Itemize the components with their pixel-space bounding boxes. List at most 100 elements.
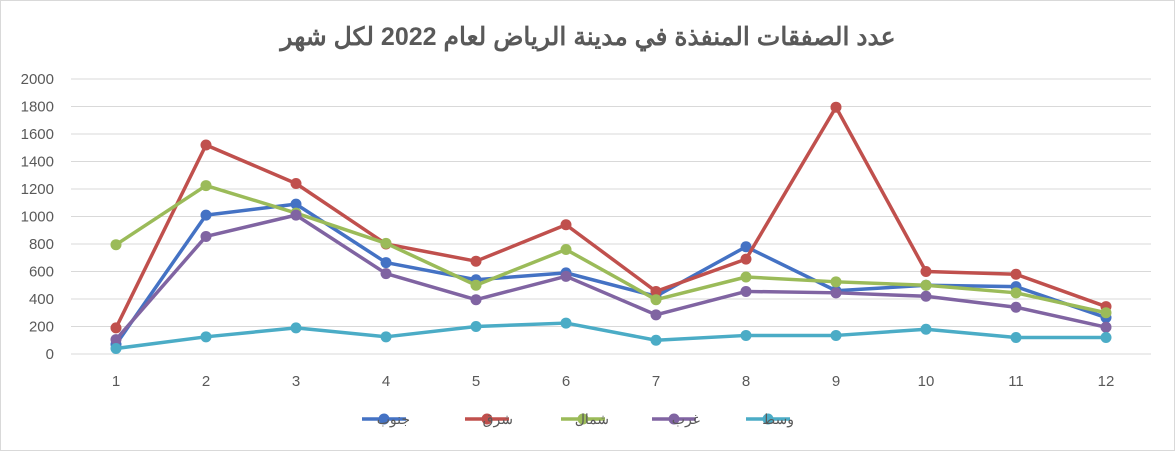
- data-point: [830, 287, 842, 299]
- legend-item: جنوب: [362, 411, 410, 428]
- data-point: [380, 331, 392, 343]
- data-point: [560, 244, 572, 255]
- legend-swatch-marker: [668, 413, 680, 425]
- legend-item: شمال: [561, 411, 609, 427]
- legend-label: شرق: [483, 411, 513, 428]
- y-tick-label: 1800: [21, 99, 54, 116]
- legend-item: غرب: [652, 411, 700, 428]
- x-tick-label: 7: [652, 373, 660, 390]
- data-point: [290, 198, 302, 210]
- data-point: [110, 343, 122, 354]
- data-point: [740, 253, 752, 265]
- series-3: [110, 180, 1112, 319]
- data-point: [1010, 332, 1022, 343]
- data-point: [200, 230, 212, 242]
- data-point: [920, 266, 932, 277]
- y-tick-label: 2000: [21, 71, 54, 88]
- data-point: [290, 322, 302, 334]
- series-5: [110, 317, 1112, 354]
- legend-swatch-marker: [762, 413, 774, 425]
- data-point: [1010, 301, 1022, 313]
- data-point: [830, 276, 842, 288]
- data-point: [920, 279, 932, 291]
- legend-swatch-marker: [378, 413, 390, 425]
- legend-label: جنوب: [377, 411, 410, 428]
- x-tick-label: 6: [562, 373, 570, 390]
- y-tick-label: 1400: [21, 154, 54, 171]
- data-point: [740, 329, 752, 341]
- data-point: [470, 294, 482, 306]
- data-point: [1100, 307, 1112, 319]
- x-tick-label: 11: [1008, 373, 1024, 390]
- data-point: [470, 255, 482, 267]
- x-axis-ticks: 1 2 3 4 5 6 7 8 9 10 11 12: [112, 373, 1115, 390]
- data-point: [1100, 321, 1112, 333]
- data-point: [560, 219, 572, 231]
- legend-swatch-marker: [577, 413, 589, 425]
- legend-label: غرب: [672, 411, 700, 428]
- x-tick-label: 8: [742, 373, 750, 390]
- y-tick-label: 1600: [21, 126, 54, 143]
- data-point: [830, 101, 842, 113]
- y-tick-label: 400: [29, 291, 54, 308]
- series-line: [114, 213, 1108, 342]
- x-tick-label: 12: [1098, 373, 1115, 390]
- data-point: [380, 237, 392, 249]
- data-point: [920, 323, 932, 335]
- data-point: [470, 321, 482, 332]
- data-point: [110, 322, 122, 334]
- data-point: [200, 139, 212, 151]
- data-point: [110, 239, 122, 251]
- data-point: [200, 331, 212, 343]
- x-tick-label: 4: [382, 373, 390, 390]
- data-point: [650, 294, 662, 306]
- data-point: [830, 329, 842, 341]
- data-point: [650, 309, 662, 321]
- data-point: [290, 209, 302, 221]
- x-tick-label: 9: [832, 373, 840, 390]
- data-point: [1010, 287, 1022, 299]
- y-tick-label: 1000: [21, 209, 54, 226]
- y-tick-label: 0: [46, 346, 54, 363]
- gridlines: [71, 78, 1151, 355]
- series-line: [114, 105, 1108, 330]
- data-point: [1010, 268, 1022, 280]
- data-point: [740, 271, 752, 283]
- y-tick-label: 1200: [21, 181, 54, 198]
- data-point: [200, 209, 212, 221]
- y-tick-label: 800: [29, 236, 54, 253]
- series-group: [110, 101, 1112, 354]
- y-tick-label: 200: [29, 319, 54, 336]
- chart-title: عدد الصفقات المنفذة في مدينة الرياض لعام…: [278, 23, 895, 52]
- legend-item: وسط: [746, 411, 794, 428]
- data-point: [1100, 332, 1112, 343]
- data-point: [380, 268, 392, 280]
- x-tick-label: 10: [918, 373, 935, 390]
- data-point: [110, 334, 122, 346]
- legend-label: وسط: [762, 411, 794, 428]
- y-tick-label: 600: [29, 264, 54, 281]
- x-tick-label: 3: [292, 373, 300, 390]
- data-point: [650, 285, 662, 297]
- series-line: [114, 183, 1108, 315]
- x-tick-label: 2: [202, 373, 210, 390]
- legend-label: شمال: [575, 411, 609, 427]
- data-point: [650, 334, 662, 346]
- x-tick-label: 5: [472, 373, 480, 390]
- legend-swatch-marker: [481, 413, 493, 425]
- data-point: [560, 270, 572, 282]
- y-axis-ticks: 0 200 400 600 800 1000 1200 1400 1600 1800 2000: [21, 71, 54, 363]
- series-line: [114, 321, 1108, 351]
- data-point: [380, 257, 392, 269]
- data-point: [290, 178, 302, 189]
- data-point: [200, 180, 212, 192]
- data-point: [740, 241, 752, 253]
- data-point: [740, 285, 752, 297]
- legend: جنوب شرق شمال غرب وسط: [362, 411, 794, 428]
- data-point: [920, 290, 932, 302]
- legend-item: شرق: [465, 411, 513, 428]
- x-tick-label: 1: [112, 373, 120, 390]
- data-point: [560, 317, 572, 329]
